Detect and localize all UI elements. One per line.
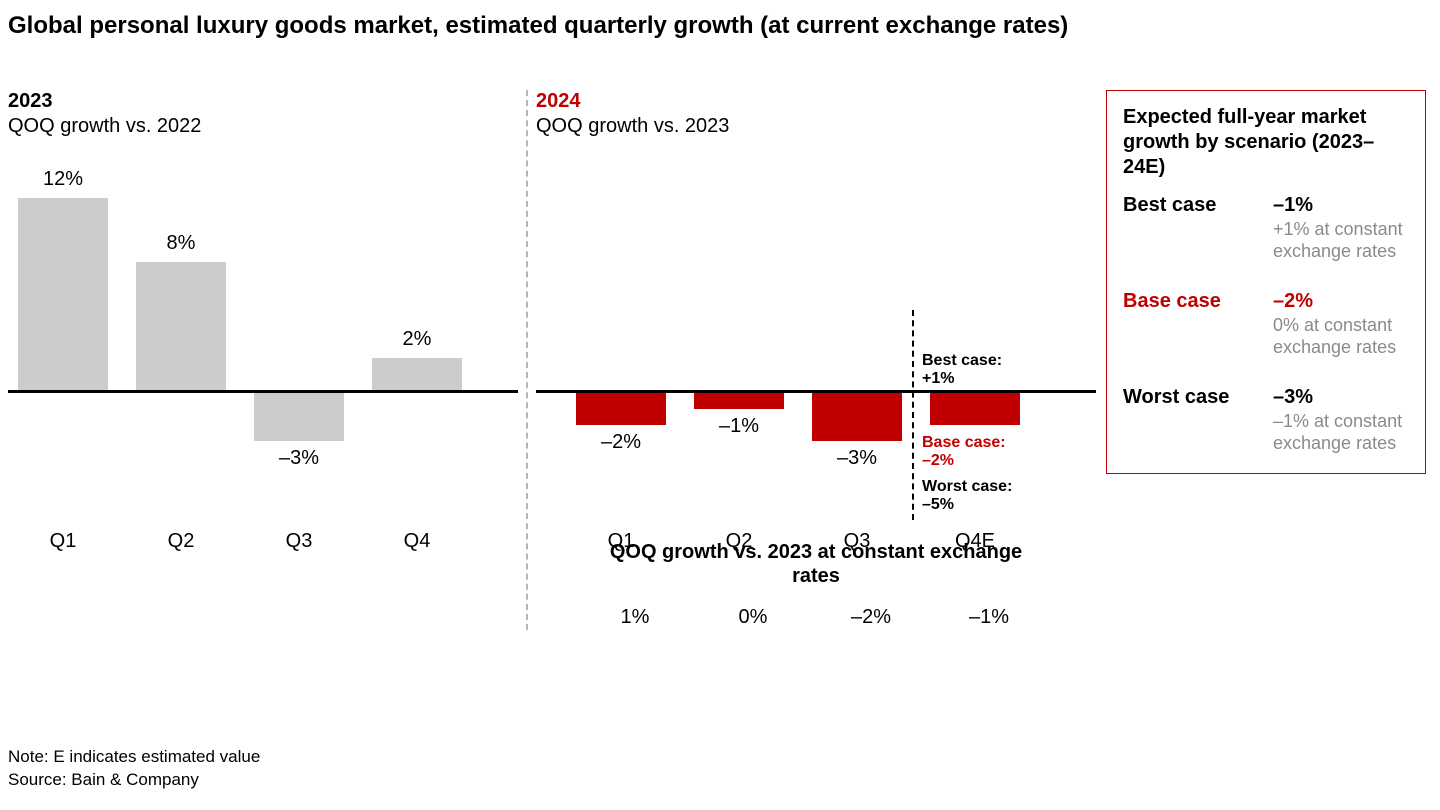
bar-value-label: –3%	[254, 447, 344, 470]
scenario-divider	[912, 310, 914, 520]
panel-2023-subtitle: QOQ growth vs. 2022	[8, 115, 518, 138]
footer-note: Note: E indicates estimated value	[8, 746, 260, 769]
constant-exchange-row: 1%0%–2%–1%	[536, 606, 1096, 629]
scenario-note: 0% at constant exchange rates	[1273, 315, 1409, 358]
scenario-note: –1% at constant exchange rates	[1273, 411, 1409, 454]
chart-2024: –2%Q1–1%Q2–3%Q3Q4EBest case:+1%Base case…	[536, 160, 1096, 510]
content-area: 2023 QOQ growth vs. 2022 12%Q18%Q2–3%Q32…	[8, 90, 1432, 720]
bar-value-label: –3%	[812, 447, 902, 470]
bar	[136, 262, 226, 390]
bar	[694, 393, 784, 409]
bar-value-label: 2%	[372, 328, 462, 351]
footer-source: Source: Bain & Company	[8, 769, 260, 792]
scenario-annotation: Base case:–2%	[922, 434, 1006, 469]
scenario-rows: Best case–1%+1% at constant exchange rat…	[1123, 194, 1409, 455]
bar	[930, 393, 1020, 425]
scenario-name: Worst case	[1123, 386, 1273, 454]
scenario-row: Worst case–3%–1% at constant exchange ra…	[1123, 386, 1409, 454]
scenario-name: Best case	[1123, 194, 1273, 262]
panel-2023-header: 2023 QOQ growth vs. 2022	[8, 90, 518, 150]
bar-value-label: 12%	[18, 168, 108, 191]
category-label: Q2	[136, 530, 226, 553]
panel-2024-header: 2024 QOQ growth vs. 2023	[536, 90, 1096, 150]
constant-exchange-value: 0%	[694, 606, 812, 629]
scenario-value: –1%	[1273, 194, 1409, 217]
panel-2024-subtitle: QOQ growth vs. 2023	[536, 115, 1096, 138]
category-label: Q4	[372, 530, 462, 553]
scenario-value: –2%	[1273, 290, 1409, 313]
scenario-annotation: Best case:+1%	[922, 352, 1002, 387]
panel-scenario: Expected full-year market growth by scen…	[1106, 90, 1426, 720]
bar	[18, 198, 108, 390]
bar	[254, 393, 344, 441]
chart-footer: Note: E indicates estimated value Source…	[8, 746, 260, 792]
bar-value-label: –2%	[576, 431, 666, 454]
bar	[812, 393, 902, 441]
panel-2024: 2024 QOQ growth vs. 2023 –2%Q1–1%Q2–3%Q3…	[536, 90, 1096, 720]
panel-2024-year: 2024	[536, 90, 1096, 113]
constant-exchange-value: –2%	[812, 606, 930, 629]
scenario-value: –3%	[1273, 386, 1409, 409]
scenario-annotation: Worst case:–5%	[922, 478, 1012, 513]
panel-divider	[526, 90, 528, 630]
scenario-box: Expected full-year market growth by scen…	[1106, 90, 1426, 474]
scenario-name: Base case	[1123, 290, 1273, 358]
scenario-note: +1% at constant exchange rates	[1273, 219, 1409, 262]
category-label: Q3	[254, 530, 344, 553]
constant-exchange-title: QOQ growth vs. 2023 at constant exchange…	[536, 540, 1096, 588]
scenario-row: Best case–1%+1% at constant exchange rat…	[1123, 194, 1409, 262]
constant-exchange-block: QOQ growth vs. 2023 at constant exchange…	[536, 540, 1096, 629]
scenario-box-title: Expected full-year market growth by scen…	[1123, 105, 1409, 180]
chart-2023: 12%Q18%Q2–3%Q32%Q4	[8, 160, 518, 510]
bar	[372, 358, 462, 390]
category-label: Q1	[18, 530, 108, 553]
chart-title: Global personal luxury goods market, est…	[0, 0, 1440, 40]
scenario-row: Base case–2%0% at constant exchange rate…	[1123, 290, 1409, 358]
panel-2023-year: 2023	[8, 90, 518, 113]
constant-exchange-value: 1%	[576, 606, 694, 629]
panel-2023: 2023 QOQ growth vs. 2022 12%Q18%Q2–3%Q32…	[8, 90, 518, 720]
bar	[576, 393, 666, 425]
bar-value-label: 8%	[136, 232, 226, 255]
bar-value-label: –1%	[694, 415, 784, 438]
constant-exchange-value: –1%	[930, 606, 1048, 629]
